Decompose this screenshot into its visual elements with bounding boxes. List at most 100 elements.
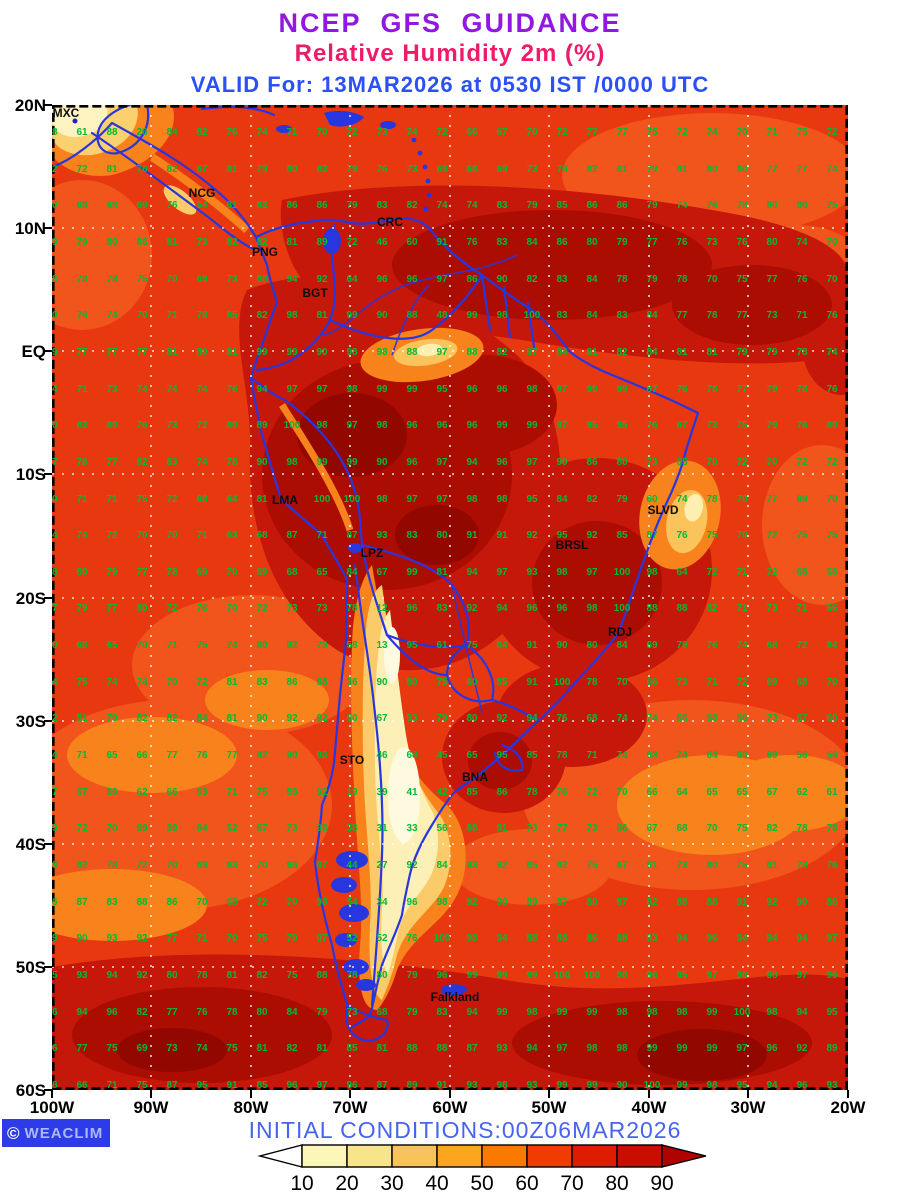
grid-value: 93 xyxy=(376,530,388,542)
grid-value: 97 xyxy=(736,1043,748,1055)
grid-value: 99 xyxy=(496,969,508,981)
y-axis-tick xyxy=(44,350,52,352)
grid-value: 85 xyxy=(526,860,538,871)
grid-value: 82 xyxy=(286,640,298,652)
grid-value: 93 xyxy=(406,713,418,725)
grid-value: 97 xyxy=(496,566,508,578)
grid-value: 69 xyxy=(646,640,658,652)
x-axis-label: 30W xyxy=(730,1098,766,1117)
grid-value: 75 xyxy=(196,640,208,652)
grid-value: 97 xyxy=(436,273,448,285)
grid-value: 91 xyxy=(526,676,538,688)
grid-value: 98 xyxy=(526,383,538,395)
grid-value: 78 xyxy=(556,750,568,762)
grid-value: 77 xyxy=(106,603,118,615)
grid-value: 80 xyxy=(106,420,118,432)
grid-value: 92 xyxy=(316,713,328,725)
grid-value: 90 xyxy=(496,896,508,908)
grid-value: 54 xyxy=(346,896,358,908)
grid-value: 78 xyxy=(52,1079,58,1090)
grid-value: 82 xyxy=(616,346,628,358)
grid-value: 67 xyxy=(76,786,88,798)
grid-value: 68 xyxy=(286,566,298,578)
grid-value: 94 xyxy=(766,933,778,945)
grid-value: 75 xyxy=(826,530,838,542)
grid-value: 95 xyxy=(526,493,538,505)
grid-value: 76 xyxy=(136,163,148,175)
grid-value: 65 xyxy=(466,750,478,762)
grid-value: 79 xyxy=(106,566,118,578)
grid-value: 68 xyxy=(376,1006,388,1018)
grid-value: 84 xyxy=(586,310,598,322)
grid-value: 98 xyxy=(616,1043,628,1055)
grid-value: 76 xyxy=(676,530,688,542)
city-label-slvd: SLVD xyxy=(647,503,679,517)
grid-value: 74 xyxy=(106,676,118,688)
grid-value: 92 xyxy=(406,860,418,871)
grid-value: 81 xyxy=(616,163,628,175)
grid-value: 99 xyxy=(526,420,538,432)
grid-value: 56 xyxy=(826,750,838,762)
grid-value: 71 xyxy=(706,676,718,688)
grid-value: 82 xyxy=(556,860,568,871)
grid-value: 88 xyxy=(136,896,148,908)
grid-value: 98 xyxy=(616,969,628,981)
grid-value: 81 xyxy=(226,713,238,725)
grid-value: 81 xyxy=(166,236,178,248)
grid-value: 99 xyxy=(616,383,628,395)
grid-value: 66 xyxy=(136,750,148,762)
city-labels-layer: MXC NCG CRC PNG BGT LMA LPZ SLVD BRSL RDJ STO BNA Fa… xyxy=(52,105,848,1090)
grid-value: 93 xyxy=(526,566,538,578)
grid-value: 76 xyxy=(226,383,238,395)
grid-value: 81 xyxy=(256,493,268,505)
grid-value: 76 xyxy=(52,1043,58,1055)
grid-value: 94 xyxy=(256,383,268,395)
grid-value: 81 xyxy=(316,310,328,322)
grid-value: 97 xyxy=(526,346,538,358)
page-title: NCEP GFS GUIDANCE xyxy=(278,8,622,38)
grid-value: 80 xyxy=(586,236,598,248)
grid-value: 70 xyxy=(52,200,58,212)
grid-value: 73 xyxy=(316,603,328,615)
grid-value: 83 xyxy=(496,200,508,212)
grid-value: 98 xyxy=(286,456,298,468)
grid-value: 84 xyxy=(166,127,178,138)
x-axis-tick xyxy=(349,1090,351,1098)
grid-value: 61 xyxy=(76,127,88,138)
grid-value: 63 xyxy=(646,750,658,762)
grid-value: 98 xyxy=(496,493,508,505)
grid-value: 83 xyxy=(406,530,418,542)
grid-value: 65 xyxy=(106,750,118,762)
grid-value: 71 xyxy=(196,530,208,542)
colorbar-tick-label: 50 xyxy=(470,1172,493,1195)
grid-value: 93 xyxy=(646,933,658,945)
grid-value: 67 xyxy=(196,163,208,175)
grid-value: 92 xyxy=(796,1043,808,1055)
grid-value: 71 xyxy=(76,493,88,505)
grid-value: 83 xyxy=(376,200,388,212)
colorbar-segment xyxy=(346,1144,393,1168)
grid-value: 70 xyxy=(226,566,238,578)
colorbar-tick-label: 40 xyxy=(425,1172,448,1195)
grid-value: 75 xyxy=(466,640,478,652)
grid-value: 98 xyxy=(766,969,778,981)
grid-value: 72 xyxy=(796,456,808,468)
grid-value: 98 xyxy=(316,896,328,908)
grid-value: 96 xyxy=(436,969,448,981)
grid-value: 12 xyxy=(376,603,388,615)
grid-value: 71 xyxy=(166,310,178,322)
grid-value: 70 xyxy=(736,127,748,138)
city-label-brsl: BRSL xyxy=(555,538,589,552)
colorbar-tick-label: 30 xyxy=(380,1172,403,1195)
grid-value: 66 xyxy=(166,786,178,798)
x-axis-label: 80W xyxy=(233,1098,269,1117)
grid-value: 76 xyxy=(196,750,208,762)
colorbar: 10 20 30 40 50 60 70 80 90 xyxy=(257,1144,707,1195)
y-axis-label: 20N xyxy=(14,96,46,115)
grid-value: 82 xyxy=(706,603,718,615)
grid-value: 93 xyxy=(466,860,478,871)
grid-value: 86 xyxy=(316,200,328,212)
y-axis-tick xyxy=(44,1089,52,1091)
grid-value: 76 xyxy=(196,1006,208,1018)
grid-value: 100 xyxy=(643,1079,661,1090)
